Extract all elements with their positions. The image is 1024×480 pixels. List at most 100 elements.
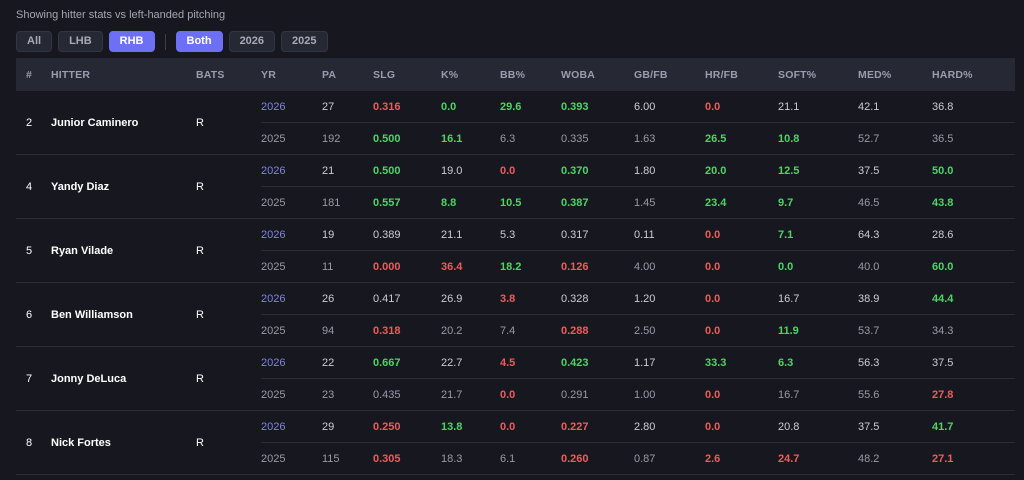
stat-pa: 22 xyxy=(322,346,373,379)
hitter-name[interactable]: Yandy Diaz xyxy=(51,154,196,219)
stat-soft-pct: 21.1 xyxy=(778,91,858,123)
table-row[interactable]: 7 Jonny DeLuca R 2026 22 0.667 22.7 4.5 0.423 1.1… xyxy=(16,346,1015,411)
col-header-rank[interactable]: # xyxy=(16,58,51,91)
table-row[interactable]: 2025 181 0.557 8.8 10.5 0.387 1.45 23.4 9.7 46.5 4… xyxy=(16,186,1015,219)
stat-gb-fb: 1.80 xyxy=(634,154,705,187)
stat-k-pct: 21.7 xyxy=(441,378,500,411)
filter-divider xyxy=(164,33,166,50)
col-header-gb-fb[interactable]: GB/FB xyxy=(634,58,705,91)
stat-k-pct: 16.1 xyxy=(441,122,500,155)
stat-slg: 0.000 xyxy=(373,250,441,283)
table-row[interactable]: 8 Nick Fortes R 2026 29 0.250 13.8 0.0 0.227 2.80… xyxy=(16,410,1015,475)
hitter-bats: R xyxy=(196,154,261,219)
hitter-name[interactable]: Nick Fortes xyxy=(51,410,196,475)
stat-slg: 0.318 xyxy=(373,314,441,347)
table-caption: Showing hitter stats vs left-handed pitc… xyxy=(16,9,226,21)
stat-slg: 0.500 xyxy=(373,154,441,187)
stat-gb-fb: 6.00 xyxy=(634,91,705,123)
table-header-row: # HITTER BATS YR PA SLG K% BB% WOBA GB/F… xyxy=(16,58,1015,91)
table-row[interactable]: 2 Junior Caminero R 2026 27 0.316 0.0 29.6 0.393… xyxy=(16,91,1015,155)
col-header-pa[interactable]: PA xyxy=(322,58,373,91)
stat-bb-pct: 7.4 xyxy=(500,314,561,347)
table-row[interactable]: 2025 23 0.435 21.7 0.0 0.291 1.00 0.0 16.7 55.6 27… xyxy=(16,378,1015,411)
stat-k-pct: 26.9 xyxy=(441,282,500,315)
col-header-hitter[interactable]: HITTER xyxy=(51,58,196,91)
stat-gb-fb: 1.17 xyxy=(634,346,705,379)
table-row[interactable]: 4 Yandy Diaz R 2026 21 0.500 19.0 0.0 0.370 1.80 2… xyxy=(16,154,1015,219)
stat-hard-pct: 60.0 xyxy=(932,250,1015,283)
hitter-name[interactable]: Ben Williamson xyxy=(51,282,196,347)
table-row[interactable]: 5 Ryan Vilade R 2026 19 0.389 21.1 5.3 0.317 0.11… xyxy=(16,218,1015,283)
table-row[interactable]: 2025 115 0.305 18.3 6.1 0.260 0.87 2.6 24.7 48.2 2… xyxy=(16,442,1015,475)
col-header-woba[interactable]: WOBA xyxy=(561,58,634,91)
stat-woba: 0.370 xyxy=(561,154,634,187)
col-header-hr-fb[interactable]: HR/FB xyxy=(705,58,778,91)
table-row[interactable]: 6 Ben Williamson R 2026 26 0.417 26.9 3.8 0.328 1… xyxy=(16,282,1015,347)
stat-bb-pct: 3.8 xyxy=(500,282,561,315)
stat-hr-fb: 0.0 xyxy=(705,218,778,251)
col-header-hard-pct[interactable]: HARD% xyxy=(932,58,1015,91)
filter-lhb-button[interactable]: LHB xyxy=(58,31,103,52)
stat-bb-pct: 18.2 xyxy=(500,250,561,283)
stat-med-pct: 64.3 xyxy=(858,218,932,251)
stat-soft-pct: 9.7 xyxy=(778,186,858,219)
stat-slg: 0.316 xyxy=(373,91,441,123)
filter-rhb-button[interactable]: RHB xyxy=(108,31,155,52)
hitter-bats: R xyxy=(196,346,261,411)
stat-bb-pct: 0.0 xyxy=(500,410,561,443)
col-header-bats[interactable]: BATS xyxy=(196,58,261,91)
hitter-name[interactable]: Jonny DeLuca xyxy=(51,346,196,411)
stat-year: 2026 xyxy=(261,410,322,443)
stat-med-pct: 37.5 xyxy=(858,154,932,187)
filter-all-button[interactable]: All xyxy=(16,31,53,52)
col-header-bb-pct[interactable]: BB% xyxy=(500,58,561,91)
stat-soft-pct: 12.5 xyxy=(778,154,858,187)
stat-year: 2026 xyxy=(261,282,322,315)
stat-med-pct: 55.6 xyxy=(858,378,932,411)
stat-pa: 21 xyxy=(322,154,373,187)
stat-pa: 29 xyxy=(322,410,373,443)
filter-2026-button[interactable]: 2026 xyxy=(228,31,276,52)
stat-soft-pct: 24.7 xyxy=(778,442,858,475)
stat-hard-pct: 27.8 xyxy=(932,378,1015,411)
stat-bb-pct: 6.1 xyxy=(500,442,561,475)
stat-hr-fb: 0.0 xyxy=(705,410,778,443)
stat-bb-pct: 0.0 xyxy=(500,154,561,187)
stat-bb-pct: 6.3 xyxy=(500,122,561,155)
col-header-soft-pct[interactable]: SOFT% xyxy=(778,58,858,91)
stat-gb-fb: 1.45 xyxy=(634,186,705,219)
stat-bb-pct: 0.0 xyxy=(500,378,561,411)
stat-k-pct: 22.7 xyxy=(441,346,500,379)
stat-med-pct: 56.3 xyxy=(858,346,932,379)
stat-year: 2026 xyxy=(261,218,322,251)
hitter-name[interactable]: Ryan Vilade xyxy=(51,218,196,283)
stat-soft-pct: 6.3 xyxy=(778,346,858,379)
stat-gb-fb: 1.00 xyxy=(634,378,705,411)
stat-woba: 0.317 xyxy=(561,218,634,251)
stat-hr-fb: 33.3 xyxy=(705,346,778,379)
stat-soft-pct: 11.9 xyxy=(778,314,858,347)
hitter-name[interactable]: Junior Caminero xyxy=(51,91,196,155)
stat-hr-fb: 20.0 xyxy=(705,154,778,187)
stat-k-pct: 8.8 xyxy=(441,186,500,219)
filter-both-years-button[interactable]: Both xyxy=(175,31,223,52)
stat-hr-fb: 0.0 xyxy=(705,314,778,347)
stat-year: 2026 xyxy=(261,346,322,379)
col-header-yr[interactable]: YR xyxy=(261,58,322,91)
table-row[interactable]: 2025 192 0.500 16.1 6.3 0.335 1.63 26.5 10.8 52.7… xyxy=(16,122,1015,155)
table-row[interactable]: 2025 94 0.318 20.2 7.4 0.288 2.50 0.0 11.9 53.7 34… xyxy=(16,314,1015,347)
stat-woba: 0.288 xyxy=(561,314,634,347)
stat-bb-pct: 10.5 xyxy=(500,186,561,219)
col-header-slg[interactable]: SLG xyxy=(373,58,441,91)
table-row[interactable]: 2025 11 0.000 36.4 18.2 0.126 4.00 0.0 0.0 40.0 60… xyxy=(16,250,1015,283)
col-header-k-pct[interactable]: K% xyxy=(441,58,500,91)
hitter-rank: 4 xyxy=(16,154,51,219)
filter-2025-button[interactable]: 2025 xyxy=(281,31,328,52)
stat-pa: 192 xyxy=(322,122,373,155)
filter-bar: All LHB RHB Both 2026 2025 xyxy=(16,31,328,52)
col-header-med-pct[interactable]: MED% xyxy=(858,58,932,91)
stat-pa: 94 xyxy=(322,314,373,347)
stat-woba: 0.126 xyxy=(561,250,634,283)
stat-year: 2026 xyxy=(261,91,322,123)
hitter-rank: 8 xyxy=(16,410,51,475)
